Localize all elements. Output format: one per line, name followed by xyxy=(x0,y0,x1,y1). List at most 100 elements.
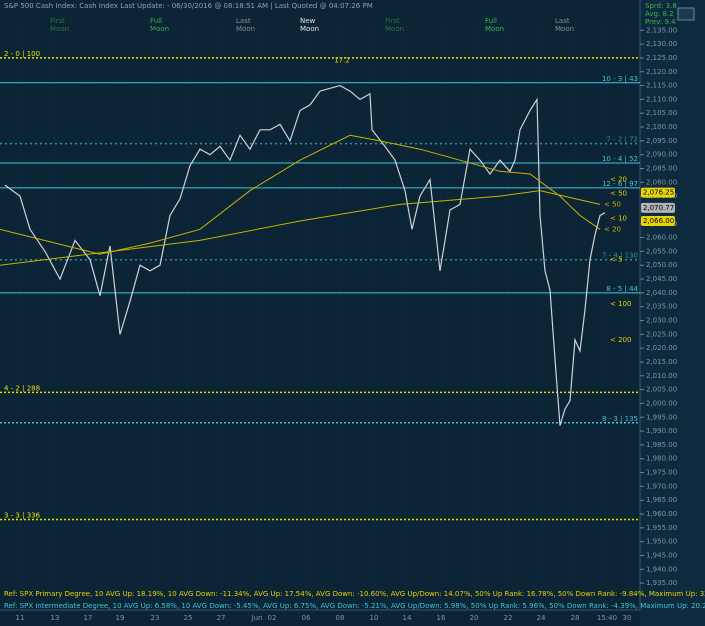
y-tick-label: 2,085.00 xyxy=(646,165,677,173)
x-tick-label: 22 xyxy=(504,614,513,622)
y-tick-label: 2,000.00 xyxy=(646,399,677,407)
y-tick-label: 2,060.00 xyxy=(646,234,677,242)
ma-label: < 10 xyxy=(610,214,627,222)
axis-panel xyxy=(640,0,705,626)
y-tick-label: 1,970.00 xyxy=(646,482,677,490)
level-label: 3 - 3 | 336 xyxy=(4,512,41,520)
y-tick-label: 2,045.00 xyxy=(646,275,677,283)
x-tick-label: Jun xyxy=(251,614,263,622)
moon-label: Moon xyxy=(485,25,504,33)
annotation: 17.2 xyxy=(334,57,350,65)
price-tag xyxy=(641,187,675,198)
y-tick-label: 2,040.00 xyxy=(646,289,677,297)
y-tick-label: 2,055.00 xyxy=(646,247,677,255)
x-tick-label: 02 xyxy=(268,614,277,622)
ma-label: < 20 xyxy=(610,176,627,184)
y-tick-label: 1,955.00 xyxy=(646,524,677,532)
x-tick-label: 06 xyxy=(302,614,311,622)
x-tick-label: 11 xyxy=(16,614,25,622)
y-tick-label: 2,130.00 xyxy=(646,40,677,48)
y-tick-label: 2,100.00 xyxy=(646,123,677,131)
note: Ref: SPX Primary Degree, 10 AVG Up: 18.1… xyxy=(4,590,705,598)
x-tick-label: 17 xyxy=(84,614,93,622)
moon-label: Moon xyxy=(50,25,69,33)
moon-label: Moon xyxy=(385,25,404,33)
y-tick-label: 2,095.00 xyxy=(646,137,677,145)
moon-label: First xyxy=(50,17,65,25)
ma-label: < 100 xyxy=(610,300,631,308)
x-tick-label: 14 xyxy=(403,614,412,622)
y-tick-label: 2,020.00 xyxy=(646,344,677,352)
menu-button[interactable] xyxy=(677,7,695,21)
x-tick-label: 20 xyxy=(470,614,479,622)
moon-label: Full xyxy=(150,17,162,25)
moon-label: Last xyxy=(555,17,570,25)
x-tick-label: 23 xyxy=(151,614,160,622)
y-tick-label: 2,025.00 xyxy=(646,330,677,338)
y-tick-label: 2,010.00 xyxy=(646,372,677,380)
y-tick-label: 2,110.00 xyxy=(646,95,677,103)
x-tick-label: 25 xyxy=(184,614,193,622)
level-label: 8 - 5 | 44 xyxy=(606,285,638,293)
y-tick-label: 2,120.00 xyxy=(646,68,677,76)
level-label: 12 - 6 | 97 xyxy=(602,180,638,188)
y-tick-label: 1,990.00 xyxy=(646,427,677,435)
moon-label: Full xyxy=(485,17,497,25)
y-tick-label: 2,015.00 xyxy=(646,358,677,366)
level-label: 10 - 4 | 52 xyxy=(602,155,638,163)
x-tick-label: 19 xyxy=(116,614,125,622)
y-tick-label: 2,035.00 xyxy=(646,303,677,311)
y-tick-label: 1,965.00 xyxy=(646,496,677,504)
moon-label: Last xyxy=(236,17,251,25)
x-tick-label: 27 xyxy=(217,614,226,622)
x-tick-label: 13 xyxy=(51,614,60,622)
moon-label: Moon xyxy=(150,25,169,33)
stat: Sprd: 3.8 xyxy=(645,2,677,10)
level-label: 4 - 2 | 288 xyxy=(4,384,40,392)
moon-label: Moon xyxy=(555,25,574,33)
x-tick-label: 30 xyxy=(623,614,632,622)
stat: Prev: 9.4 xyxy=(645,18,676,26)
level-label: 7 - 4 | 130 xyxy=(602,252,638,260)
y-tick-label: 1,995.00 xyxy=(646,413,677,421)
price-tag-label: 2,066.00 xyxy=(643,217,674,225)
stat: Avg: 8.2 xyxy=(645,10,674,18)
x-tick-label: 10 xyxy=(370,614,379,622)
moon-label: Moon xyxy=(300,25,319,33)
price-line xyxy=(4,84,606,426)
y-tick-label: 1,985.00 xyxy=(646,441,677,449)
moon-label: Moon xyxy=(236,25,255,33)
x-tick-label: 28 xyxy=(571,614,580,622)
price-tag-label: 2,076.25 xyxy=(643,189,674,197)
moving-average xyxy=(0,190,601,266)
y-tick-label: 2,080.00 xyxy=(646,178,677,186)
ma-label: < 200 xyxy=(610,336,631,344)
y-tick-label: 1,950.00 xyxy=(646,538,677,546)
level-label: 2 - 0 | 100 xyxy=(4,50,40,58)
x-tick-label: 08 xyxy=(336,614,345,622)
x-tick-label: 15:40 xyxy=(597,614,617,622)
ma-label: < 5 xyxy=(610,256,623,264)
y-tick-label: 1,980.00 xyxy=(646,455,677,463)
moon-label: New xyxy=(300,17,316,25)
y-tick-label: 2,125.00 xyxy=(646,54,677,62)
y-tick-label: 2,115.00 xyxy=(646,82,677,90)
note: Ref: SPX Intermediate Degree, 10 AVG Up:… xyxy=(4,602,705,610)
y-tick-label: 2,135.00 xyxy=(646,26,677,34)
ma-label: < 50 xyxy=(610,189,627,197)
y-tick-label: 2,050.00 xyxy=(646,261,677,269)
y-tick-label: 2,090.00 xyxy=(646,151,677,159)
y-tick-label: 2,105.00 xyxy=(646,109,677,117)
x-tick-label: 16 xyxy=(437,614,446,622)
y-tick-label: 1,935.00 xyxy=(646,579,677,587)
level-label: 10 - 3 | 43 xyxy=(602,75,638,83)
level-label: 7 - 2 | 72 xyxy=(606,136,638,144)
moon-label: First xyxy=(385,17,400,25)
chart-title: S&P 500 Cash Index: Cash Index Last Upda… xyxy=(4,2,373,10)
y-tick-label: 2,005.00 xyxy=(646,386,677,394)
moving-average xyxy=(0,134,601,255)
series-name: < 20 xyxy=(604,225,621,233)
y-tick-label: 1,975.00 xyxy=(646,469,677,477)
y-tick-label: 2,030.00 xyxy=(646,317,677,325)
